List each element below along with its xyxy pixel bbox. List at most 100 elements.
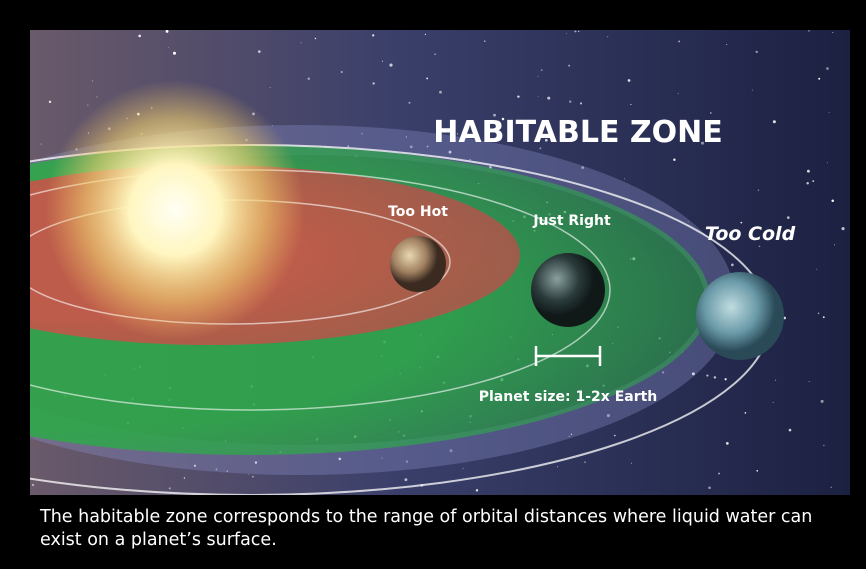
- page: HABITABLE ZONE Too Hot Just Right Too Co…: [0, 0, 866, 569]
- star: [547, 97, 550, 100]
- planet-cold: [696, 272, 784, 360]
- star: [49, 101, 51, 103]
- star: [138, 35, 141, 38]
- star: [823, 316, 825, 318]
- star: [807, 170, 810, 173]
- planet-right: [531, 253, 605, 327]
- star: [831, 199, 834, 202]
- star: [408, 102, 410, 104]
- star: [614, 435, 616, 437]
- star: [308, 77, 310, 79]
- star: [169, 487, 171, 489]
- star: [752, 90, 753, 91]
- star: [168, 47, 169, 48]
- star: [341, 71, 343, 73]
- star: [731, 263, 734, 266]
- star: [758, 189, 759, 190]
- star: [678, 93, 679, 94]
- star: [584, 462, 585, 463]
- star: [630, 104, 631, 105]
- star: [372, 34, 374, 36]
- star: [434, 53, 435, 54]
- star: [827, 162, 828, 163]
- label-hot: Too Hot: [388, 204, 448, 220]
- star: [787, 216, 790, 219]
- star: [439, 91, 442, 94]
- star: [301, 42, 302, 43]
- star: [842, 227, 845, 230]
- star: [173, 52, 176, 55]
- star: [714, 376, 716, 378]
- star: [818, 78, 820, 80]
- star: [557, 466, 558, 467]
- star: [40, 144, 41, 145]
- star: [404, 478, 407, 481]
- planet-hot: [390, 236, 446, 292]
- star: [823, 445, 824, 446]
- label-size: Planet size: 1-2x Earth: [479, 389, 658, 405]
- star: [166, 30, 169, 33]
- star: [426, 77, 428, 79]
- star: [184, 477, 185, 478]
- sun: [45, 80, 305, 340]
- star: [315, 38, 316, 39]
- star: [789, 429, 792, 432]
- star: [574, 30, 576, 32]
- star: [628, 79, 631, 82]
- star: [463, 468, 464, 469]
- star: [631, 463, 632, 464]
- star: [706, 375, 708, 377]
- illustration: HABITABLE ZONE Too Hot Just Right Too Co…: [0, 0, 866, 500]
- title: HABITABLE ZONE: [433, 115, 722, 150]
- star: [818, 312, 820, 314]
- star: [773, 120, 776, 123]
- label-cold: Too Cold: [705, 223, 796, 245]
- star: [476, 489, 478, 491]
- star: [252, 476, 254, 478]
- star: [821, 400, 824, 403]
- star: [258, 50, 261, 53]
- star: [624, 178, 625, 179]
- star: [538, 76, 539, 77]
- star: [830, 487, 831, 488]
- star: [425, 34, 426, 35]
- star: [816, 269, 817, 270]
- star: [829, 112, 830, 113]
- star: [808, 30, 810, 32]
- star: [832, 32, 833, 33]
- star: [726, 44, 727, 45]
- star: [96, 96, 97, 97]
- star: [756, 51, 758, 53]
- star: [718, 473, 720, 475]
- star: [756, 470, 758, 472]
- label-right: Just Right: [532, 213, 611, 229]
- star: [806, 182, 808, 184]
- caption: The habitable zone corresponds to the ra…: [40, 506, 840, 552]
- star: [834, 244, 835, 245]
- star: [812, 180, 814, 182]
- star: [725, 378, 727, 380]
- star: [773, 402, 774, 403]
- star: [708, 486, 711, 489]
- star: [566, 33, 567, 34]
- star: [382, 61, 383, 62]
- star: [710, 112, 712, 114]
- star: [580, 102, 582, 104]
- star: [92, 80, 93, 81]
- star: [726, 442, 729, 445]
- star: [826, 67, 829, 70]
- star: [517, 95, 519, 97]
- star: [569, 100, 571, 102]
- star: [578, 31, 579, 32]
- star: [87, 105, 88, 106]
- star: [745, 412, 747, 414]
- star: [568, 65, 570, 67]
- star: [673, 159, 675, 161]
- star: [775, 380, 776, 381]
- star: [484, 40, 486, 42]
- star: [373, 82, 375, 84]
- star: [607, 36, 608, 37]
- star: [759, 245, 761, 247]
- star: [270, 87, 271, 88]
- star: [678, 40, 680, 42]
